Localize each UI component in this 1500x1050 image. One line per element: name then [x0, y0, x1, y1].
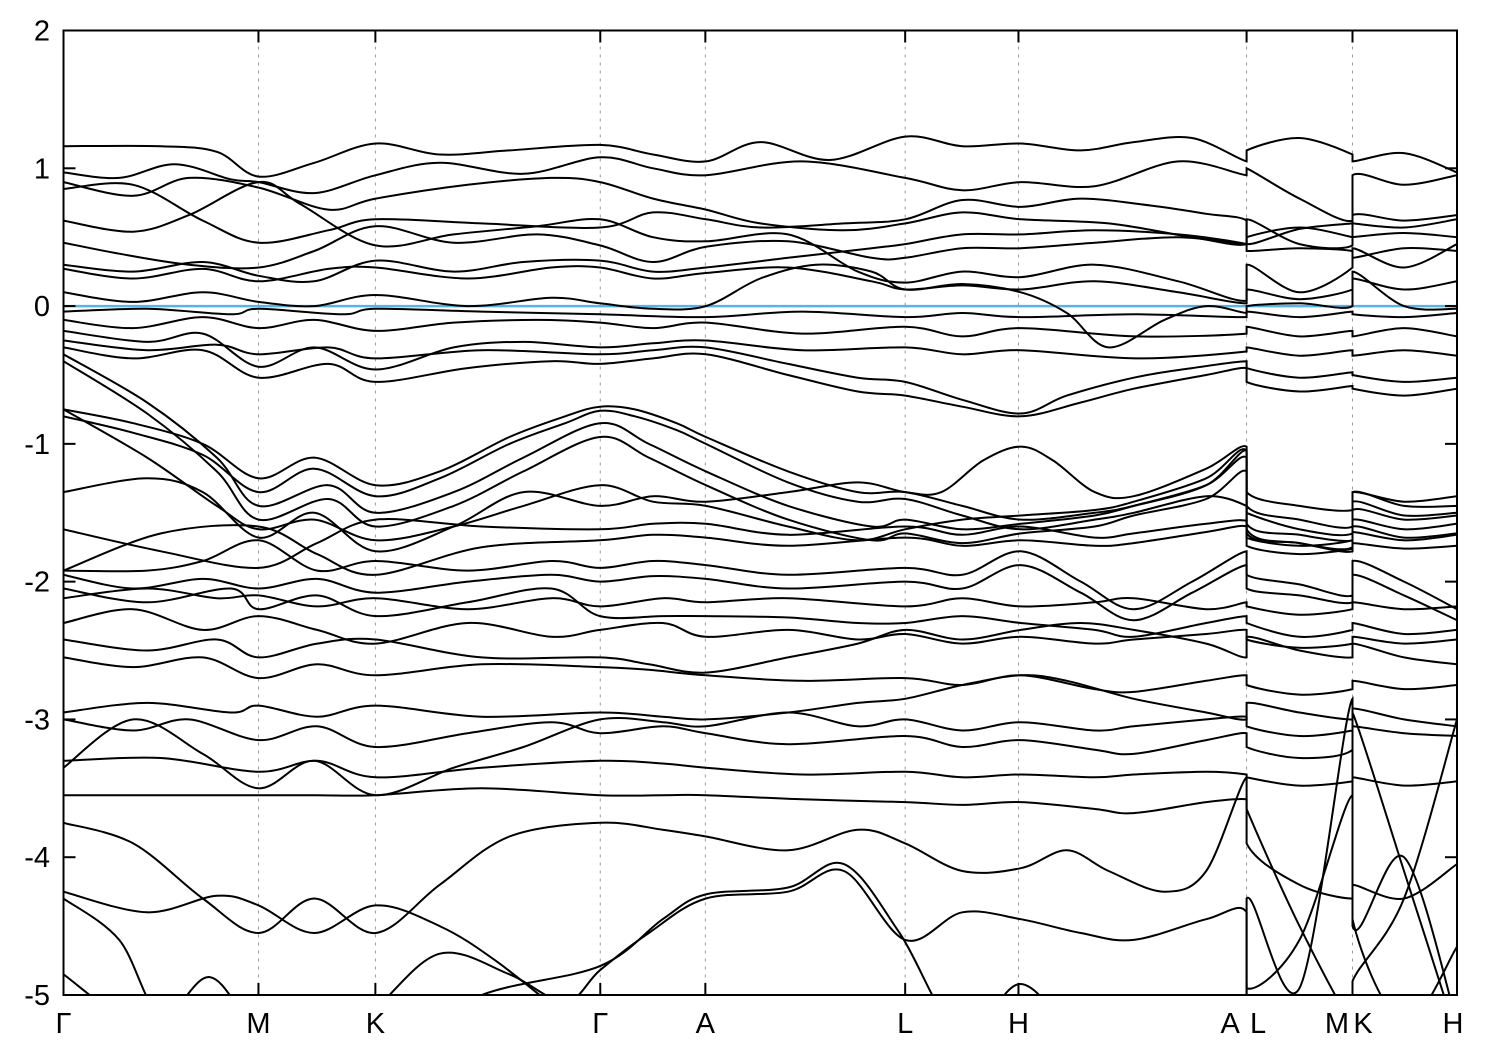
band-line — [63, 409, 1457, 537]
x-tick-label: K — [1353, 1008, 1373, 1040]
band-line — [63, 135, 1457, 178]
band-line — [63, 775, 1457, 935]
band-line — [63, 656, 1457, 696]
x-tick-label: L — [1250, 1008, 1266, 1040]
x-tick-label: A — [1220, 1008, 1240, 1040]
band-line — [63, 405, 1457, 529]
y-tick-label: -3 — [24, 704, 50, 736]
band-line — [63, 719, 1457, 995]
plot-border — [62, 29, 1458, 996]
band-line — [63, 793, 1457, 995]
band-line — [63, 360, 1457, 553]
band-line — [63, 408, 1457, 551]
x-tick-label: A — [696, 1008, 716, 1040]
band-line — [63, 265, 1457, 305]
band-line — [63, 176, 1457, 250]
y-tick-label: -2 — [24, 567, 50, 599]
x-tick-label: M — [246, 1008, 270, 1040]
band-line — [63, 156, 1457, 223]
y-tick-label: 0 — [34, 291, 50, 323]
band-line — [63, 225, 1457, 270]
x-tick-label: H — [1008, 1008, 1029, 1040]
band-line — [63, 587, 1457, 638]
x-tick-label: L — [897, 1008, 913, 1040]
band-line — [63, 329, 1457, 371]
band-line — [63, 621, 1457, 674]
y-tick-label: 1 — [34, 153, 50, 185]
band-line — [63, 587, 1457, 616]
band-line — [63, 674, 1457, 728]
band-line — [63, 756, 1457, 787]
band-line — [63, 339, 1457, 415]
y-tick-label: -5 — [24, 980, 50, 1012]
y-tick-label: -1 — [24, 429, 50, 461]
x-tick-label: M — [1325, 1008, 1349, 1040]
x-tick-label: K — [366, 1008, 386, 1040]
band-line — [63, 711, 1457, 797]
x-tick-label: H — [1442, 1008, 1463, 1040]
band-line — [63, 712, 1445, 995]
band-line — [63, 564, 1457, 622]
band-line — [63, 539, 1457, 611]
x-tick-label: Γ — [592, 1008, 608, 1040]
band-line — [63, 229, 1457, 283]
y-tick-label: -4 — [24, 842, 50, 874]
band-line — [63, 890, 542, 995]
band-line — [63, 307, 1457, 319]
band-line — [63, 524, 1457, 576]
band-line — [63, 181, 1457, 302]
y-tick-label: 2 — [34, 16, 50, 48]
x-tick-label: Γ — [56, 1008, 72, 1040]
bands-group — [63, 135, 1457, 995]
band-line — [63, 608, 1457, 649]
band-line — [63, 445, 1457, 553]
band-line — [63, 696, 1451, 995]
band-line — [63, 316, 1457, 338]
band-line — [63, 346, 1457, 418]
